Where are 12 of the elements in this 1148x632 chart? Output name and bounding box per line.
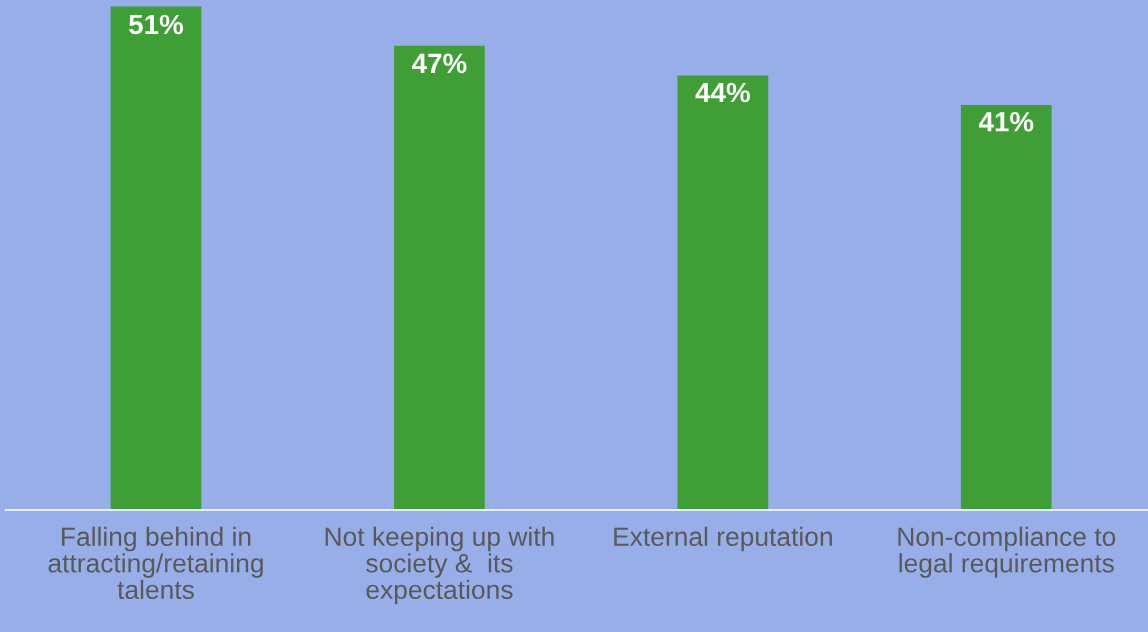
x-tick-label: External reputation — [614, 526, 832, 552]
x-tick-label: Falling behind in attracting/retaining talents — [48, 526, 263, 600]
x-tick-label: Non-compliance to legal requirements — [898, 526, 1116, 578]
data-label: 51% — [129, 14, 184, 35]
bar — [960, 105, 1052, 511]
bar — [677, 75, 769, 511]
data-label: 44% — [695, 82, 750, 103]
x-tick-label: Not keeping up with society & its expectations — [325, 526, 554, 605]
bar — [110, 6, 202, 511]
data-label: 47% — [412, 53, 467, 74]
data-label: 41% — [978, 111, 1034, 132]
bar — [394, 45, 485, 511]
